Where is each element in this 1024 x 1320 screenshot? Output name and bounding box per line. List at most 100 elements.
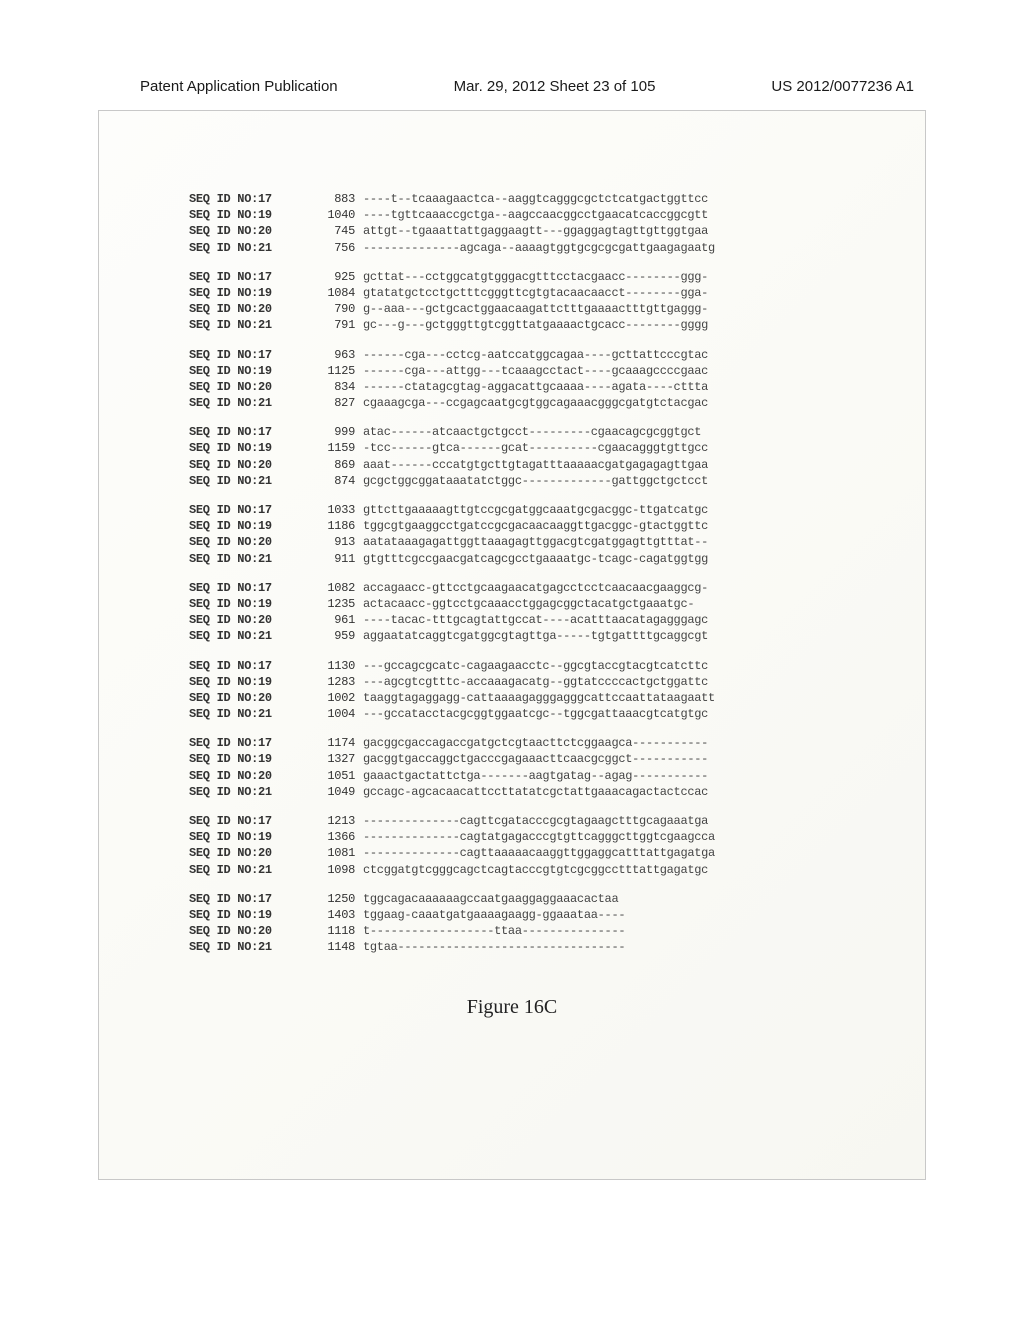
- page-frame: SEQ ID NO:17 883 ----t--tcaaagaactca--aagg…: [98, 110, 926, 1180]
- seq-string: tggcagacaaaaaagccaatgaaggaggaaacactaa: [363, 892, 618, 906]
- seq-position: 790: [307, 301, 355, 317]
- header-right: US 2012/0077236 A1: [771, 78, 914, 95]
- publication-header: Patent Application Publication Mar. 29, …: [0, 78, 1024, 95]
- seq-position: 756: [307, 240, 355, 256]
- seq-position: 1366: [307, 829, 355, 845]
- seq-position: 1403: [307, 907, 355, 923]
- seq-string: tgtaa---------------------------------: [363, 940, 625, 954]
- alignment-block: SEQ ID NO:17883----t--tcaaagaactca--aagg…: [189, 191, 925, 256]
- seq-position: 883: [307, 191, 355, 207]
- alignment-row: SEQ ID NO:21874 gcgctggcggataaatatctggc--…: [189, 473, 925, 489]
- alignment-row: SEQ ID NO:171082accagaacc-gttcctgcaagaac…: [189, 580, 925, 596]
- seq-position: 874: [307, 473, 355, 489]
- seq-position: 1040: [307, 207, 355, 223]
- seq-id-label: SEQ ID NO:17: [189, 813, 307, 829]
- alignment-row: SEQ ID NO:20869aaat------cccatgtgcttgtag…: [189, 457, 925, 473]
- seq-id-label: SEQ ID NO:21: [189, 706, 307, 722]
- alignment-row: SEQ ID NO:191040----tgttcaaaccgctga--aag…: [189, 207, 925, 223]
- seq-position: 745: [307, 223, 355, 239]
- seq-id-label: SEQ ID NO:17: [189, 658, 307, 674]
- seq-string: ----tgttcaaaccgctga--aagccaacggcctgaacat…: [363, 208, 708, 222]
- alignment-row: SEQ ID NO:21911gtgtttcgccgaacgatcagcgcct…: [189, 551, 925, 567]
- seq-string: --------------agcaga--aaaagtggtgcgcgcgat…: [363, 241, 715, 255]
- seq-string: t------------------ttaa---------------: [363, 924, 625, 938]
- seq-id-label: SEQ ID NO:20: [189, 690, 307, 706]
- seq-string: cgaaagcga---ccgagcaatgcgtggcagaaacgggcga…: [363, 396, 708, 410]
- seq-id-label: SEQ ID NO:17: [189, 580, 307, 596]
- seq-string: gcgctggcggataaatatctggc-------------gatt…: [363, 474, 708, 488]
- alignment-row: SEQ ID NO:191186tggcgtgaaggcctgatccgcgac…: [189, 518, 925, 534]
- seq-string: ---agcgtcgtttc-accaaagacatg--ggtatccccac…: [363, 675, 708, 689]
- seq-string: taaggtagaggagg-cattaaaagagggagggcattccaa…: [363, 691, 715, 705]
- alignment-block: SEQ ID NO:17999atac------atcaactgctgcct-…: [189, 424, 925, 489]
- seq-id-label: SEQ ID NO:17: [189, 891, 307, 907]
- seq-string: --------------cagttcgatacccgcgtagaagcttt…: [363, 814, 708, 828]
- seq-string: aatataaagagattggttaaagagttggacgtcgatggag…: [363, 535, 708, 549]
- alignment-row: SEQ ID NO:211004---gccatacctacgcggtggaat…: [189, 706, 925, 722]
- seq-position: 1084: [307, 285, 355, 301]
- seq-position: 1033: [307, 502, 355, 518]
- seq-id-label: SEQ ID NO:20: [189, 845, 307, 861]
- seq-id-label: SEQ ID NO:21: [189, 317, 307, 333]
- alignment-row: SEQ ID NO:21791gc---g---gctgggttgtcggtta…: [189, 317, 925, 333]
- seq-string: gttcttgaaaaagttgtccgcgatggcaaatgcgacggc-…: [363, 503, 708, 517]
- alignment-row: SEQ ID NO:191125------cga---attgg---tcaa…: [189, 363, 925, 379]
- alignment-row: SEQ ID NO:211098ctcggatgtcgggcagctcagtac…: [189, 862, 925, 878]
- alignment-row: SEQ ID NO:20790g--aaa---gctgcactggaacaag…: [189, 301, 925, 317]
- seq-string: ----tacac-tttgcagtattgccat----acatttaaca…: [363, 613, 708, 627]
- seq-string: gaaactgactattctga-------aagtgatag--agag-…: [363, 769, 708, 783]
- seq-string: ctcggatgtcgggcagctcagtacccgtgtcgcggccttt…: [363, 863, 708, 877]
- alignment-row: SEQ ID NO:21756--------------agcaga--aaa…: [189, 240, 925, 256]
- seq-position: 827: [307, 395, 355, 411]
- seq-string: ------cga---attgg---tcaaagcctact----gcaa…: [363, 364, 708, 378]
- seq-position: 1174: [307, 735, 355, 751]
- seq-string: -tcc------gtca------gcat----------cgaaca…: [363, 441, 708, 455]
- seq-string: gc---g---gctgggttgtcggttatgaaaactgcacc--…: [363, 318, 708, 332]
- seq-id-label: SEQ ID NO:19: [189, 751, 307, 767]
- seq-string: tggaag-caaatgatgaaaagaagg-ggaaataa----: [363, 908, 625, 922]
- seq-id-label: SEQ ID NO:20: [189, 379, 307, 395]
- alignment-row: SEQ ID NO:17925gcttat---cctggcatgtgggacg…: [189, 269, 925, 285]
- alignment-block: SEQ ID NO:171130---gccagcgcatc-cagaagaac…: [189, 658, 925, 723]
- alignment-row: SEQ ID NO:20745attgt--tgaaattattgaggaagt…: [189, 223, 925, 239]
- seq-id-label: SEQ ID NO:17: [189, 269, 307, 285]
- alignment-row: SEQ ID NO:20913aatataaagagattggttaaagagt…: [189, 534, 925, 550]
- seq-string: gtgtttcgccgaacgatcagcgcctgaaaatgc-tcagc-…: [363, 552, 708, 566]
- alignment-row: SEQ ID NO:171213 --------------cagttcgata…: [189, 813, 925, 829]
- seq-position: 1051: [307, 768, 355, 784]
- seq-position: 961: [307, 612, 355, 628]
- alignment-block: SEQ ID NO:17963------cga---cctcg-aatccat…: [189, 347, 925, 412]
- seq-string: ----t--tcaaagaactca--aaggtcagggcgctctcat…: [363, 192, 708, 206]
- seq-string: --------------cagtatgagacccgtgttcagggctt…: [363, 830, 715, 844]
- seq-position: 834: [307, 379, 355, 395]
- seq-id-label: SEQ ID NO:20: [189, 768, 307, 784]
- alignment-row: SEQ ID NO:201118t------------------ttaa-…: [189, 923, 925, 939]
- seq-id-label: SEQ ID NO:21: [189, 551, 307, 567]
- alignment-row: SEQ ID NO:21959aggaatatcaggtcgatggcgtagt…: [189, 628, 925, 644]
- seq-position: 959: [307, 628, 355, 644]
- seq-string: gcttat---cctggcatgtgggacgtttcctacgaacc--…: [363, 270, 708, 284]
- seq-position: 1327: [307, 751, 355, 767]
- seq-position: 1002: [307, 690, 355, 706]
- seq-id-label: SEQ ID NO:19: [189, 440, 307, 456]
- seq-position: 1186: [307, 518, 355, 534]
- alignment-block: SEQ ID NO:171082accagaacc-gttcctgcaagaac…: [189, 580, 925, 645]
- seq-id-label: SEQ ID NO:17: [189, 735, 307, 751]
- alignment-row: SEQ ID NO:191235actacaacc-ggtcctgcaaacct…: [189, 596, 925, 612]
- alignment-row: SEQ ID NO:20961 ----tacac-tttgcagtattgcca…: [189, 612, 925, 628]
- seq-string: accagaacc-gttcctgcaagaacatgagcctcctcaaca…: [363, 581, 708, 595]
- seq-id-label: SEQ ID NO:20: [189, 612, 307, 628]
- seq-id-label: SEQ ID NO:20: [189, 301, 307, 317]
- alignment-row: SEQ ID NO:21827cgaaagcga---ccgagcaatgcgt…: [189, 395, 925, 411]
- seq-position: 869: [307, 457, 355, 473]
- seq-position: 1213: [307, 813, 355, 829]
- seq-id-label: SEQ ID NO:20: [189, 923, 307, 939]
- seq-position: 1004: [307, 706, 355, 722]
- seq-id-label: SEQ ID NO:21: [189, 628, 307, 644]
- alignment-row: SEQ ID NO:191084gtatatgctcctgctttcgggttc…: [189, 285, 925, 301]
- seq-id-label: SEQ ID NO:19: [189, 907, 307, 923]
- seq-id-label: SEQ ID NO:21: [189, 473, 307, 489]
- alignment-block: SEQ ID NO:171250tggcagacaaaaaagccaatgaag…: [189, 891, 925, 956]
- seq-id-label: SEQ ID NO:21: [189, 939, 307, 955]
- seq-position: 999: [307, 424, 355, 440]
